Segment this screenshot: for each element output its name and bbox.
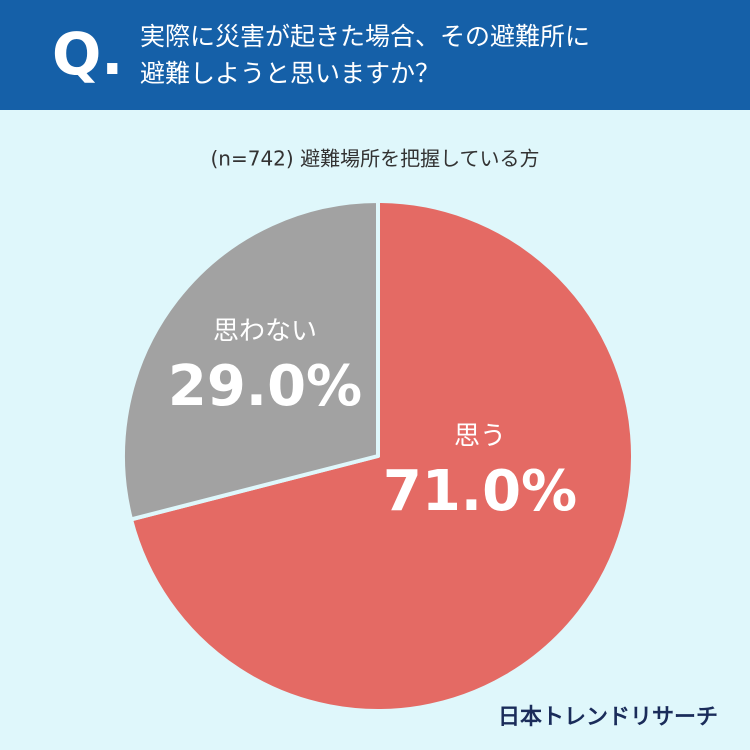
chart-title: 実際に災害が起きた場合、その避難所に [140, 22, 590, 51]
value-label: 71.0% [383, 459, 577, 524]
header-band [0, 0, 750, 110]
slice-label: 思う [454, 422, 506, 452]
question-mark: Q. [52, 20, 123, 88]
source: 日本トレンドリサーチ [498, 705, 718, 730]
value-label: 29.0% [168, 354, 362, 419]
chart-title: 避難しようと思いますか？ [140, 59, 440, 88]
slice-label: 思わない [213, 317, 317, 347]
pie-slice [129, 199, 635, 713]
chart-subtitle: (n=742) 避難場所を把握している方 [211, 147, 540, 171]
pie-slice [121, 199, 380, 522]
